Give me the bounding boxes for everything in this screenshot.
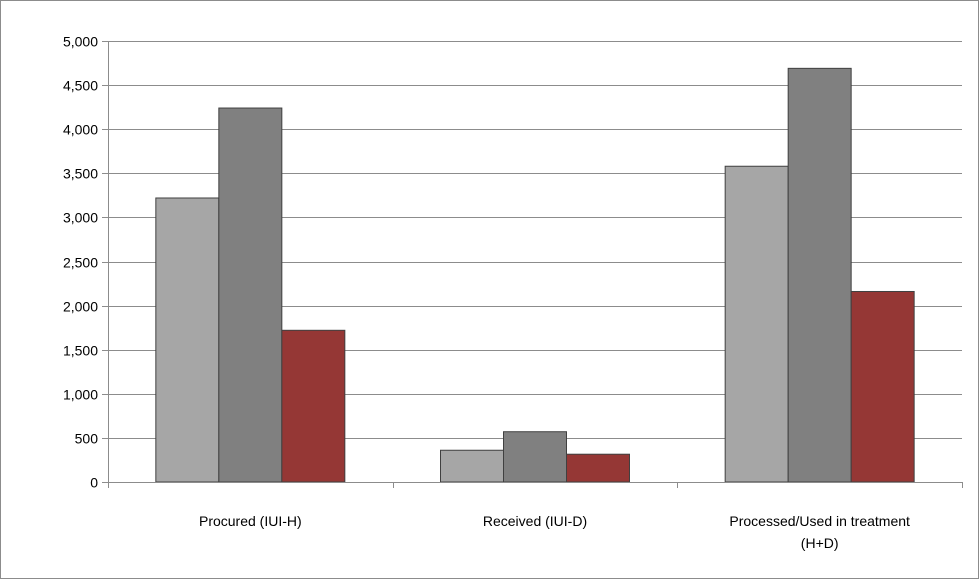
bar bbox=[787, 67, 852, 483]
bar bbox=[850, 290, 915, 483]
y-tick-label: 5,000 bbox=[63, 34, 98, 50]
x-category-label: Procured (IUI-H) bbox=[199, 513, 302, 529]
y-tick-label: 2,500 bbox=[63, 255, 98, 271]
bars bbox=[155, 67, 915, 483]
y-tick-label: 2,000 bbox=[63, 299, 98, 315]
x-category-label: Received (IUI-D) bbox=[483, 513, 587, 529]
bar bbox=[218, 107, 283, 483]
bar bbox=[566, 453, 630, 483]
y-tick-label: 500 bbox=[75, 431, 99, 447]
x-axis-labels: Procured (IUI-H) Received (IUI-D) Processe… bbox=[199, 513, 910, 551]
y-tick-label: 1,000 bbox=[63, 387, 98, 403]
y-tick-label: 4,000 bbox=[63, 122, 98, 138]
bar bbox=[281, 329, 346, 483]
y-tick-label: 3,000 bbox=[63, 210, 98, 226]
bar bbox=[155, 197, 220, 483]
y-axis-ticks: 0 500 1,000 1,500 2,000 2,500 3,000 3,500 4,000 4… bbox=[63, 34, 108, 491]
bar bbox=[724, 165, 789, 483]
bar bbox=[440, 449, 504, 483]
y-tick-label: 4,500 bbox=[63, 78, 98, 94]
y-tick-label: 3,500 bbox=[63, 166, 98, 182]
y-tick-label: 0 bbox=[90, 475, 98, 491]
x-category-label: (H+D) bbox=[801, 535, 839, 551]
y-tick-label: 1,500 bbox=[63, 343, 98, 359]
bar bbox=[503, 431, 567, 483]
axes bbox=[108, 41, 963, 488]
x-category-label: Processed/Used in treatment bbox=[729, 513, 910, 529]
